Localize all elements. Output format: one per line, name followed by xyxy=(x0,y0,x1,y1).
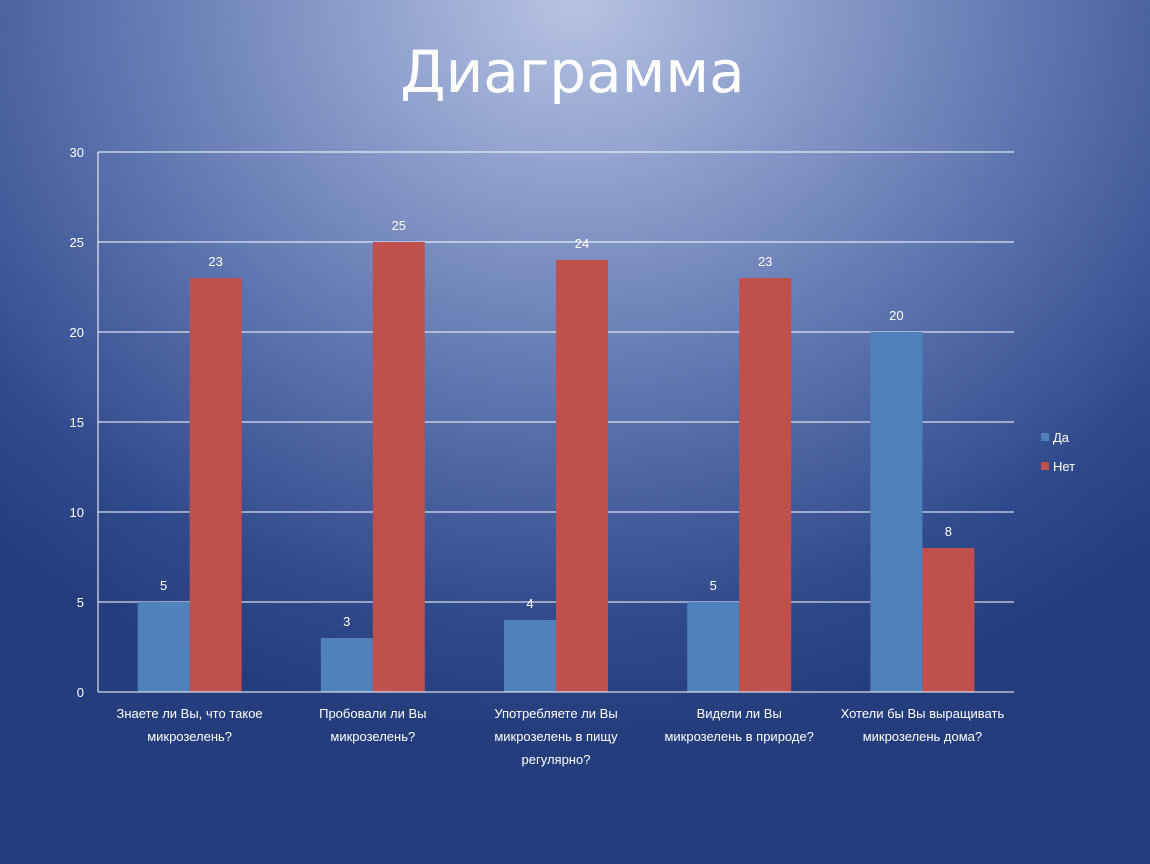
y-tick-label: 5 xyxy=(77,595,84,610)
data-label: 4 xyxy=(526,596,533,611)
legend-swatch xyxy=(1041,462,1049,470)
legend-swatch xyxy=(1041,433,1049,441)
data-label: 3 xyxy=(343,614,350,629)
category-label: Пробовали ли Вы микрозелень? xyxy=(319,706,426,744)
bar-net xyxy=(189,278,242,692)
legend-label: Да xyxy=(1053,430,1070,445)
category-label: Хотели бы Вы выращивать микрозелень дома? xyxy=(841,706,1005,744)
y-tick-label: 0 xyxy=(77,685,84,700)
y-tick-label: 15 xyxy=(70,415,84,430)
data-label: 5 xyxy=(710,578,717,593)
category-labels: Знаете ли Вы, что такое микрозелень? Пробо… xyxy=(117,706,1005,767)
y-tick-label: 20 xyxy=(70,325,84,340)
data-label: 23 xyxy=(208,254,222,269)
data-label: 5 xyxy=(160,578,167,593)
data-label: 20 xyxy=(889,308,903,323)
bar-da xyxy=(137,602,190,692)
bars xyxy=(137,242,975,692)
bar-net xyxy=(922,548,975,692)
bar-net xyxy=(556,260,608,692)
bar-da xyxy=(687,602,740,692)
category-label: Знаете ли Вы, что такое микрозелень? xyxy=(117,706,263,744)
category-label: Употребляете ли Вы микрозелень в пищу регу… xyxy=(494,706,618,767)
y-tick-label: 25 xyxy=(70,235,84,250)
y-tick-label: 30 xyxy=(70,145,84,160)
category-label: Видели ли Вы микрозелень в природе? xyxy=(664,706,813,744)
data-label: 8 xyxy=(945,524,952,539)
bar-da xyxy=(320,638,373,692)
data-label: 23 xyxy=(758,254,772,269)
data-label: 24 xyxy=(575,236,589,251)
bar-net xyxy=(372,242,425,692)
bar-da xyxy=(870,332,923,692)
data-labels: 5 23 3 25 4 24 5 23 20 8 xyxy=(160,218,952,629)
slide-title: Диаграмма xyxy=(400,38,745,106)
y-axis-tick-labels: 0 5 10 15 20 25 30 xyxy=(70,145,84,700)
bar-da xyxy=(504,620,556,692)
bar-net xyxy=(739,278,792,692)
y-tick-label: 10 xyxy=(70,505,84,520)
legend: Да Нет xyxy=(1041,430,1075,474)
data-label: 25 xyxy=(392,218,406,233)
legend-label: Нет xyxy=(1053,459,1075,474)
